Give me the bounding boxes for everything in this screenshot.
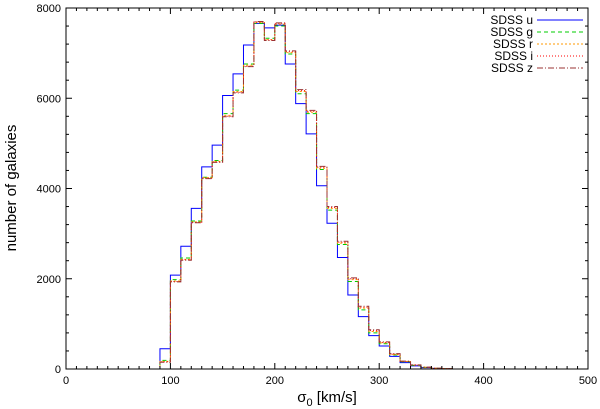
series-line-sdss-z <box>66 21 588 370</box>
x-tick-label: 400 <box>474 375 492 387</box>
x-axis-label: σ0 [km/s] <box>297 389 357 409</box>
y-tick-label: 6000 <box>37 93 61 105</box>
y-tick-label: 0 <box>55 364 61 376</box>
series-layer <box>66 21 588 370</box>
legend-label-sdss-i: SDSS i <box>494 49 533 63</box>
x-tick-label: 0 <box>63 375 69 387</box>
x-tick-label: 500 <box>579 375 597 387</box>
x-axis-label-unit: [km/s] <box>313 389 357 406</box>
legend-label-sdss-g: SDSS g <box>490 25 533 39</box>
legend-label-sdss-z: SDSS z <box>491 61 533 75</box>
x-tick-label: 200 <box>266 375 284 387</box>
ticks-layer: 0 100 200 300 400 500 0 2000 4000 6000 8000 <box>37 3 598 387</box>
x-tick-label: 300 <box>370 375 388 387</box>
legend-label-sdss-r: SDSS r <box>493 37 533 51</box>
y-tick-label: 8000 <box>37 3 61 15</box>
x-axis-label-subscript: 0 <box>306 397 312 409</box>
y-tick-label: 2000 <box>37 274 61 286</box>
y-tick-label: 4000 <box>37 184 61 196</box>
legend-label-sdss-u: SDSS u <box>490 13 533 27</box>
x-axis-label-sigma: σ <box>297 389 307 406</box>
y-axis-label: number of galaxies <box>3 125 20 252</box>
series-line-sdss-i <box>66 21 588 370</box>
x-tick-label: 100 <box>161 375 179 387</box>
